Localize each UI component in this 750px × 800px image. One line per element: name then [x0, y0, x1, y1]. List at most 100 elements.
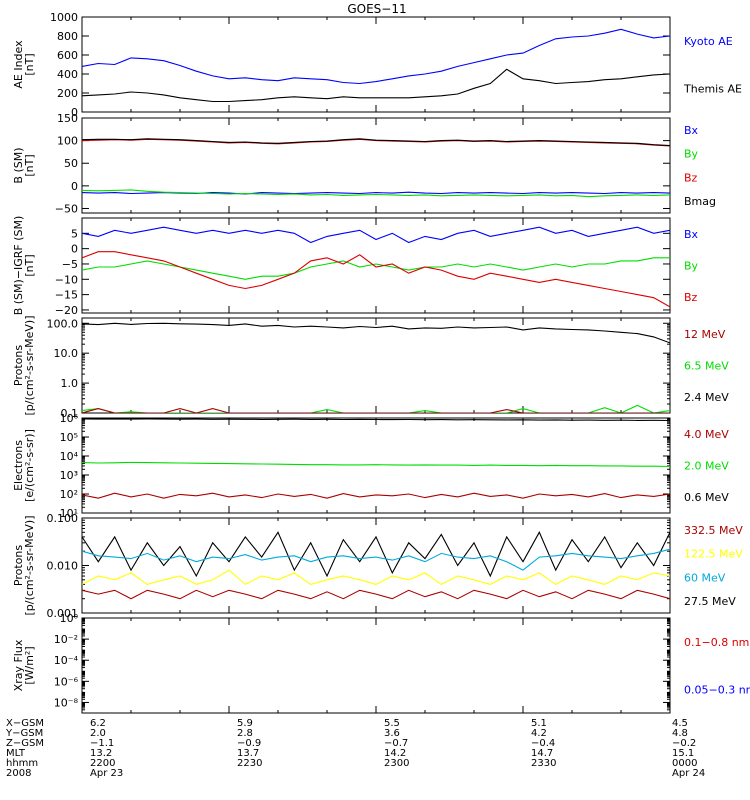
ephemeris-value: Apr 24	[672, 768, 705, 779]
legend-entry: 12 MeV	[684, 328, 726, 341]
legend-entry: 0.6 MeV	[684, 491, 729, 504]
y-tick-label: 800	[57, 30, 78, 43]
legend-entry: By	[684, 148, 699, 161]
y-tick-label: 400	[57, 68, 78, 81]
ephemeris-value: 4.5	[672, 718, 688, 729]
y-tick-label: 50	[64, 157, 78, 170]
y-tick-label: 10⁻²	[54, 633, 78, 646]
ephemeris-row-label: MLT	[6, 748, 26, 759]
y-tick-label: 10.0	[54, 347, 79, 360]
y-tick-label: 0.1	[61, 407, 79, 420]
series-122-5-mev	[82, 569, 670, 586]
series-0-6-mev	[82, 418, 670, 422]
y-tick-label: 10¹	[60, 507, 78, 520]
legend-entry: Bx	[684, 124, 699, 137]
y-tick-label: −15	[55, 289, 78, 302]
ephemeris-value: −0.9	[237, 738, 261, 749]
ephemeris-value: 2230	[237, 758, 262, 769]
panel-bgrf: −20 −15 −10 −5 0 5 B (SM)−IGRF (SM)[nT] Bx By Bz	[12, 216, 699, 317]
y-tick-label: 200	[57, 87, 78, 100]
y-tick-label: 10⁰	[60, 612, 79, 625]
ephemeris-value: 13.2	[90, 748, 112, 759]
series-kyoto-ae	[82, 28, 670, 85]
ephemeris-value: 5.5	[384, 718, 400, 729]
ephemeris-value: 2300	[384, 758, 409, 769]
ephemeris-row-label: Z−GSM	[6, 738, 44, 749]
y-tick-label: 10⁶	[60, 412, 79, 425]
y-tick-label: 0.001	[47, 607, 79, 620]
y-tick-label: −50	[55, 202, 78, 215]
y-tick-label: 100.0	[47, 317, 79, 330]
y-axis-label: B (SM)−IGRF (SM)	[12, 216, 25, 316]
ephemeris-value: Apr 23	[90, 768, 123, 779]
y-axis-label: AE Index	[12, 40, 25, 89]
y-tick-label: 0	[71, 106, 78, 119]
series-by	[82, 189, 670, 198]
y-tick-label: −10	[55, 273, 78, 286]
ephemeris-row-label: X−GSM	[6, 718, 44, 729]
y-tick-label: 10²	[60, 488, 78, 501]
ephemeris-value: 3.6	[384, 728, 400, 739]
ephemeris-value: 6.2	[90, 718, 106, 729]
ephemeris-value: −1.1	[90, 738, 114, 749]
ephemeris-value: −0.4	[531, 738, 555, 749]
series-2-0-mev	[82, 461, 670, 468]
y-tick-label: 0.010	[47, 560, 79, 573]
ephemeris-value: 2200	[90, 758, 115, 769]
y-tick-label: 10⁻⁶	[54, 675, 79, 688]
y-axis-label: B (SM)	[12, 147, 25, 183]
legend-entry: Themis AE	[683, 82, 742, 95]
legend-entry: 2.0 MeV	[684, 460, 729, 473]
y-axis-label: [nT]	[23, 154, 36, 176]
series-332-5-mev	[82, 589, 670, 600]
legend-entry: 60 MeV	[684, 571, 726, 584]
ephemeris-value: 0000	[672, 758, 697, 769]
y-tick-label: 10⁻⁴	[54, 654, 79, 667]
legend-entry: 122.5 MeV	[684, 548, 743, 561]
panel-xray: 10⁻⁸ 10⁻⁶ 10⁻⁴ 10⁻² 10⁰ Xray Flux[W/m²] 0.1−0.…	[12, 612, 750, 714]
y-tick-label: 10³	[60, 469, 78, 482]
series-27-5-mev	[82, 531, 670, 578]
y-tick-label: 5	[71, 227, 78, 240]
y-tick-label: 1.0	[61, 377, 79, 390]
series-bmag	[82, 138, 670, 147]
ephemeris-value: −0.7	[384, 738, 408, 749]
legend-entry: 0.05−0.3 nm	[684, 683, 750, 696]
series-60-mev	[82, 548, 670, 571]
ephemeris-value: 2330	[531, 758, 556, 769]
series-2-4-mev	[82, 322, 670, 344]
y-tick-label: 0.100	[47, 512, 79, 525]
ephemeris-value: 14.2	[384, 748, 406, 759]
series-by	[82, 257, 670, 280]
y-axis-label: [p/(cm²-s-sr-MeV)]	[23, 516, 36, 616]
y-tick-label: 1000	[50, 11, 78, 24]
y-tick-label: 0	[71, 180, 78, 193]
ephemeris-row-label: Y−GSM	[5, 728, 43, 739]
y-axis-label: Electrons	[12, 440, 25, 491]
panel-frame	[81, 617, 671, 714]
series-bx	[82, 226, 670, 244]
panel-electrons: 10¹ 10² 10³ 10⁴ 10⁵ 10⁶ Electrons[e/(cm²-s-sr)…	[12, 412, 729, 520]
ephemeris-value: 5.9	[237, 718, 253, 729]
series-bz	[82, 251, 670, 308]
legend-entry: 27.5 MeV	[684, 595, 736, 608]
panel-protons_high: 0.001 0.010 0.100 Protons[p/(cm²-s-sr-MeV)]…	[12, 512, 743, 620]
y-axis-label: [nT]	[23, 254, 36, 276]
series-4-0-mev	[82, 492, 670, 499]
legend-entry: Bz	[684, 171, 698, 184]
ephemeris-value: 14.7	[531, 748, 553, 759]
y-tick-label: 10⁵	[60, 431, 78, 444]
ephemeris-value: −0.2	[672, 738, 696, 749]
legend-entry: Bmag	[684, 195, 716, 208]
legend-entry: 4.0 MeV	[684, 428, 729, 441]
panel-protons_low: 0.1 1.0 10.0 100.0 Protons[p/(cm²-s-sr-MeV)]…	[12, 316, 729, 421]
legend-entry: Bz	[684, 291, 698, 304]
legend-entry: By	[684, 260, 699, 273]
ephemeris-value: 2.8	[237, 728, 253, 739]
panel-bsm: −50 0 50 100 150 B (SM)[nT] Bx By Bz Bmag	[12, 112, 716, 215]
y-axis-label: [p/(cm²-s-sr-MeV)]	[23, 316, 36, 416]
series-themis-ae	[82, 68, 670, 103]
y-tick-label: 0	[71, 243, 78, 256]
